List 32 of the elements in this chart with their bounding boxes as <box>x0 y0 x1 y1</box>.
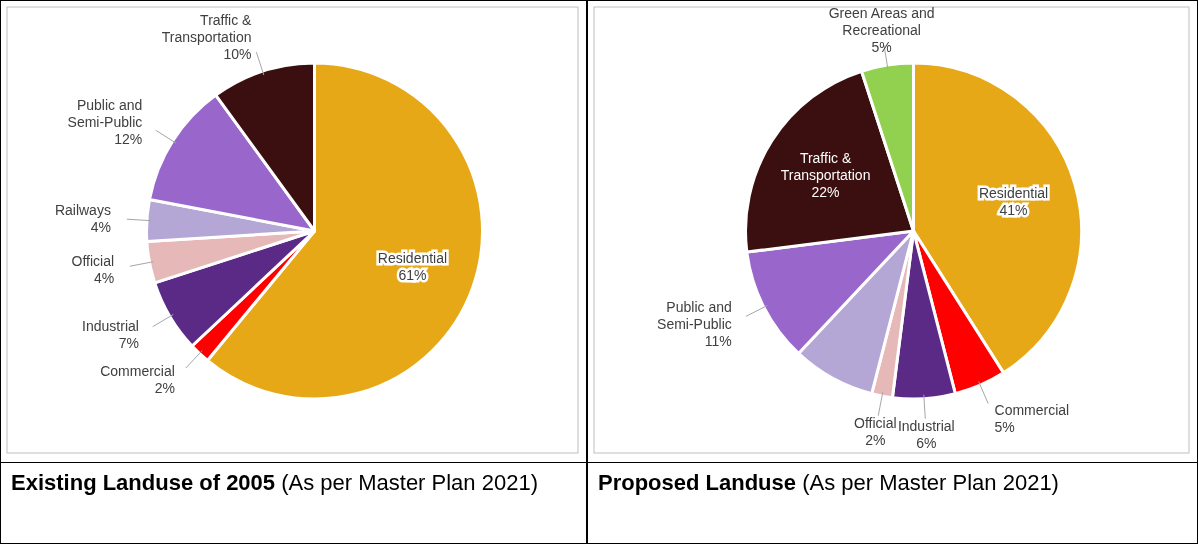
slice-label: Industrial <box>897 418 955 435</box>
slice-label: Traffic & Transportation <box>161 11 253 45</box>
slice-label: Industrial <box>82 318 139 335</box>
slice-label: Railways <box>54 201 111 218</box>
slice-label: Public and Semi-Public <box>67 96 143 130</box>
data-label: 4% <box>93 269 115 286</box>
slice-label: Official <box>71 252 115 269</box>
data-label: 10% <box>223 45 252 62</box>
slice-label: Residential <box>377 249 448 266</box>
text: (As per Master Plan 2021) <box>801 470 1059 495</box>
slice-label: Official <box>854 414 897 431</box>
slice-label: Commercial <box>994 401 1070 418</box>
data-label: 22% <box>811 184 840 201</box>
data-label: 41% <box>999 202 1028 219</box>
text: Existing Landuse of 2005 <box>11 470 276 495</box>
slice-label: Residential <box>978 185 1049 202</box>
data-label: 2% <box>865 431 886 448</box>
text: Proposed Landuse <box>598 470 797 495</box>
data-label: 11% <box>704 332 732 349</box>
data-label: 7% <box>118 335 139 352</box>
slice-label: Public and Semi-Public <box>657 298 732 332</box>
data-label: 4% <box>90 218 111 235</box>
slice-label: Green Areas and Recreational <box>828 4 935 38</box>
slice-label: Commercial <box>100 363 175 380</box>
slice-label: Traffic & Transportation <box>780 150 871 184</box>
data-label: 6% <box>916 435 937 452</box>
data-label: 5% <box>994 418 1015 435</box>
data-label: 2% <box>154 380 175 397</box>
data-label: 5% <box>871 38 892 55</box>
text: (As per Master Plan 2021) <box>280 470 538 495</box>
data-label: 61% <box>398 266 427 283</box>
data-label: 12% <box>114 130 143 147</box>
